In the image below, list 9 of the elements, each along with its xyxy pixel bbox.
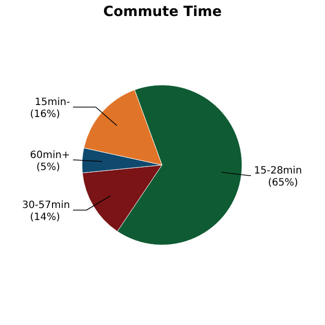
slice-label: 15min- (34, 97, 70, 108)
chart-title: Commute Time (103, 4, 222, 20)
data-label: (5%) (36, 162, 60, 173)
slice-label: 30-57min (22, 200, 70, 212)
data-label: (16%) (30, 109, 60, 120)
slice-label: 60min+ (30, 150, 70, 161)
slice-label: 15-28min (254, 166, 302, 177)
data-label: (65%) (268, 178, 298, 189)
data-label: (14%) (30, 212, 60, 224)
